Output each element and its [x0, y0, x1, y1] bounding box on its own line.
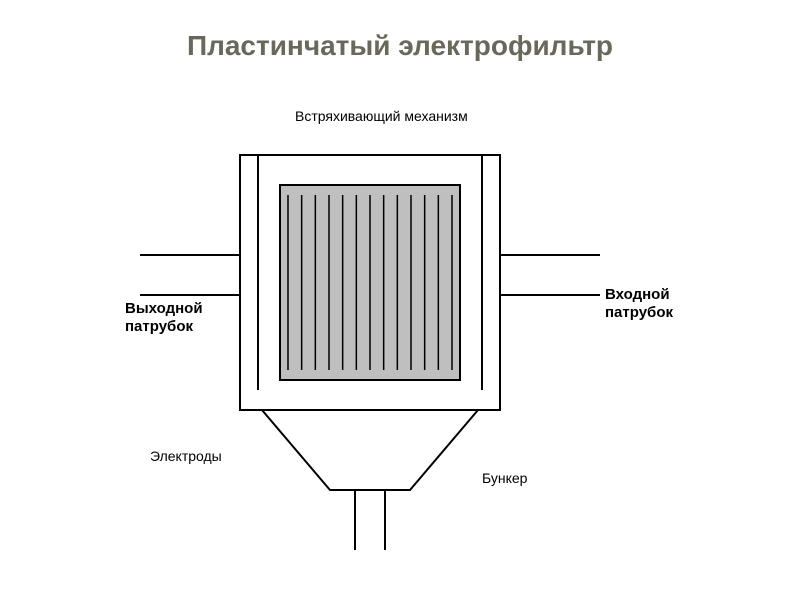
filter-diagram: [0, 0, 800, 600]
hopper-shape: [262, 410, 478, 490]
outlet-pipe-shape: [140, 255, 240, 295]
hopper-pipe: [355, 490, 385, 550]
inlet-pipe-shape: [500, 255, 600, 295]
